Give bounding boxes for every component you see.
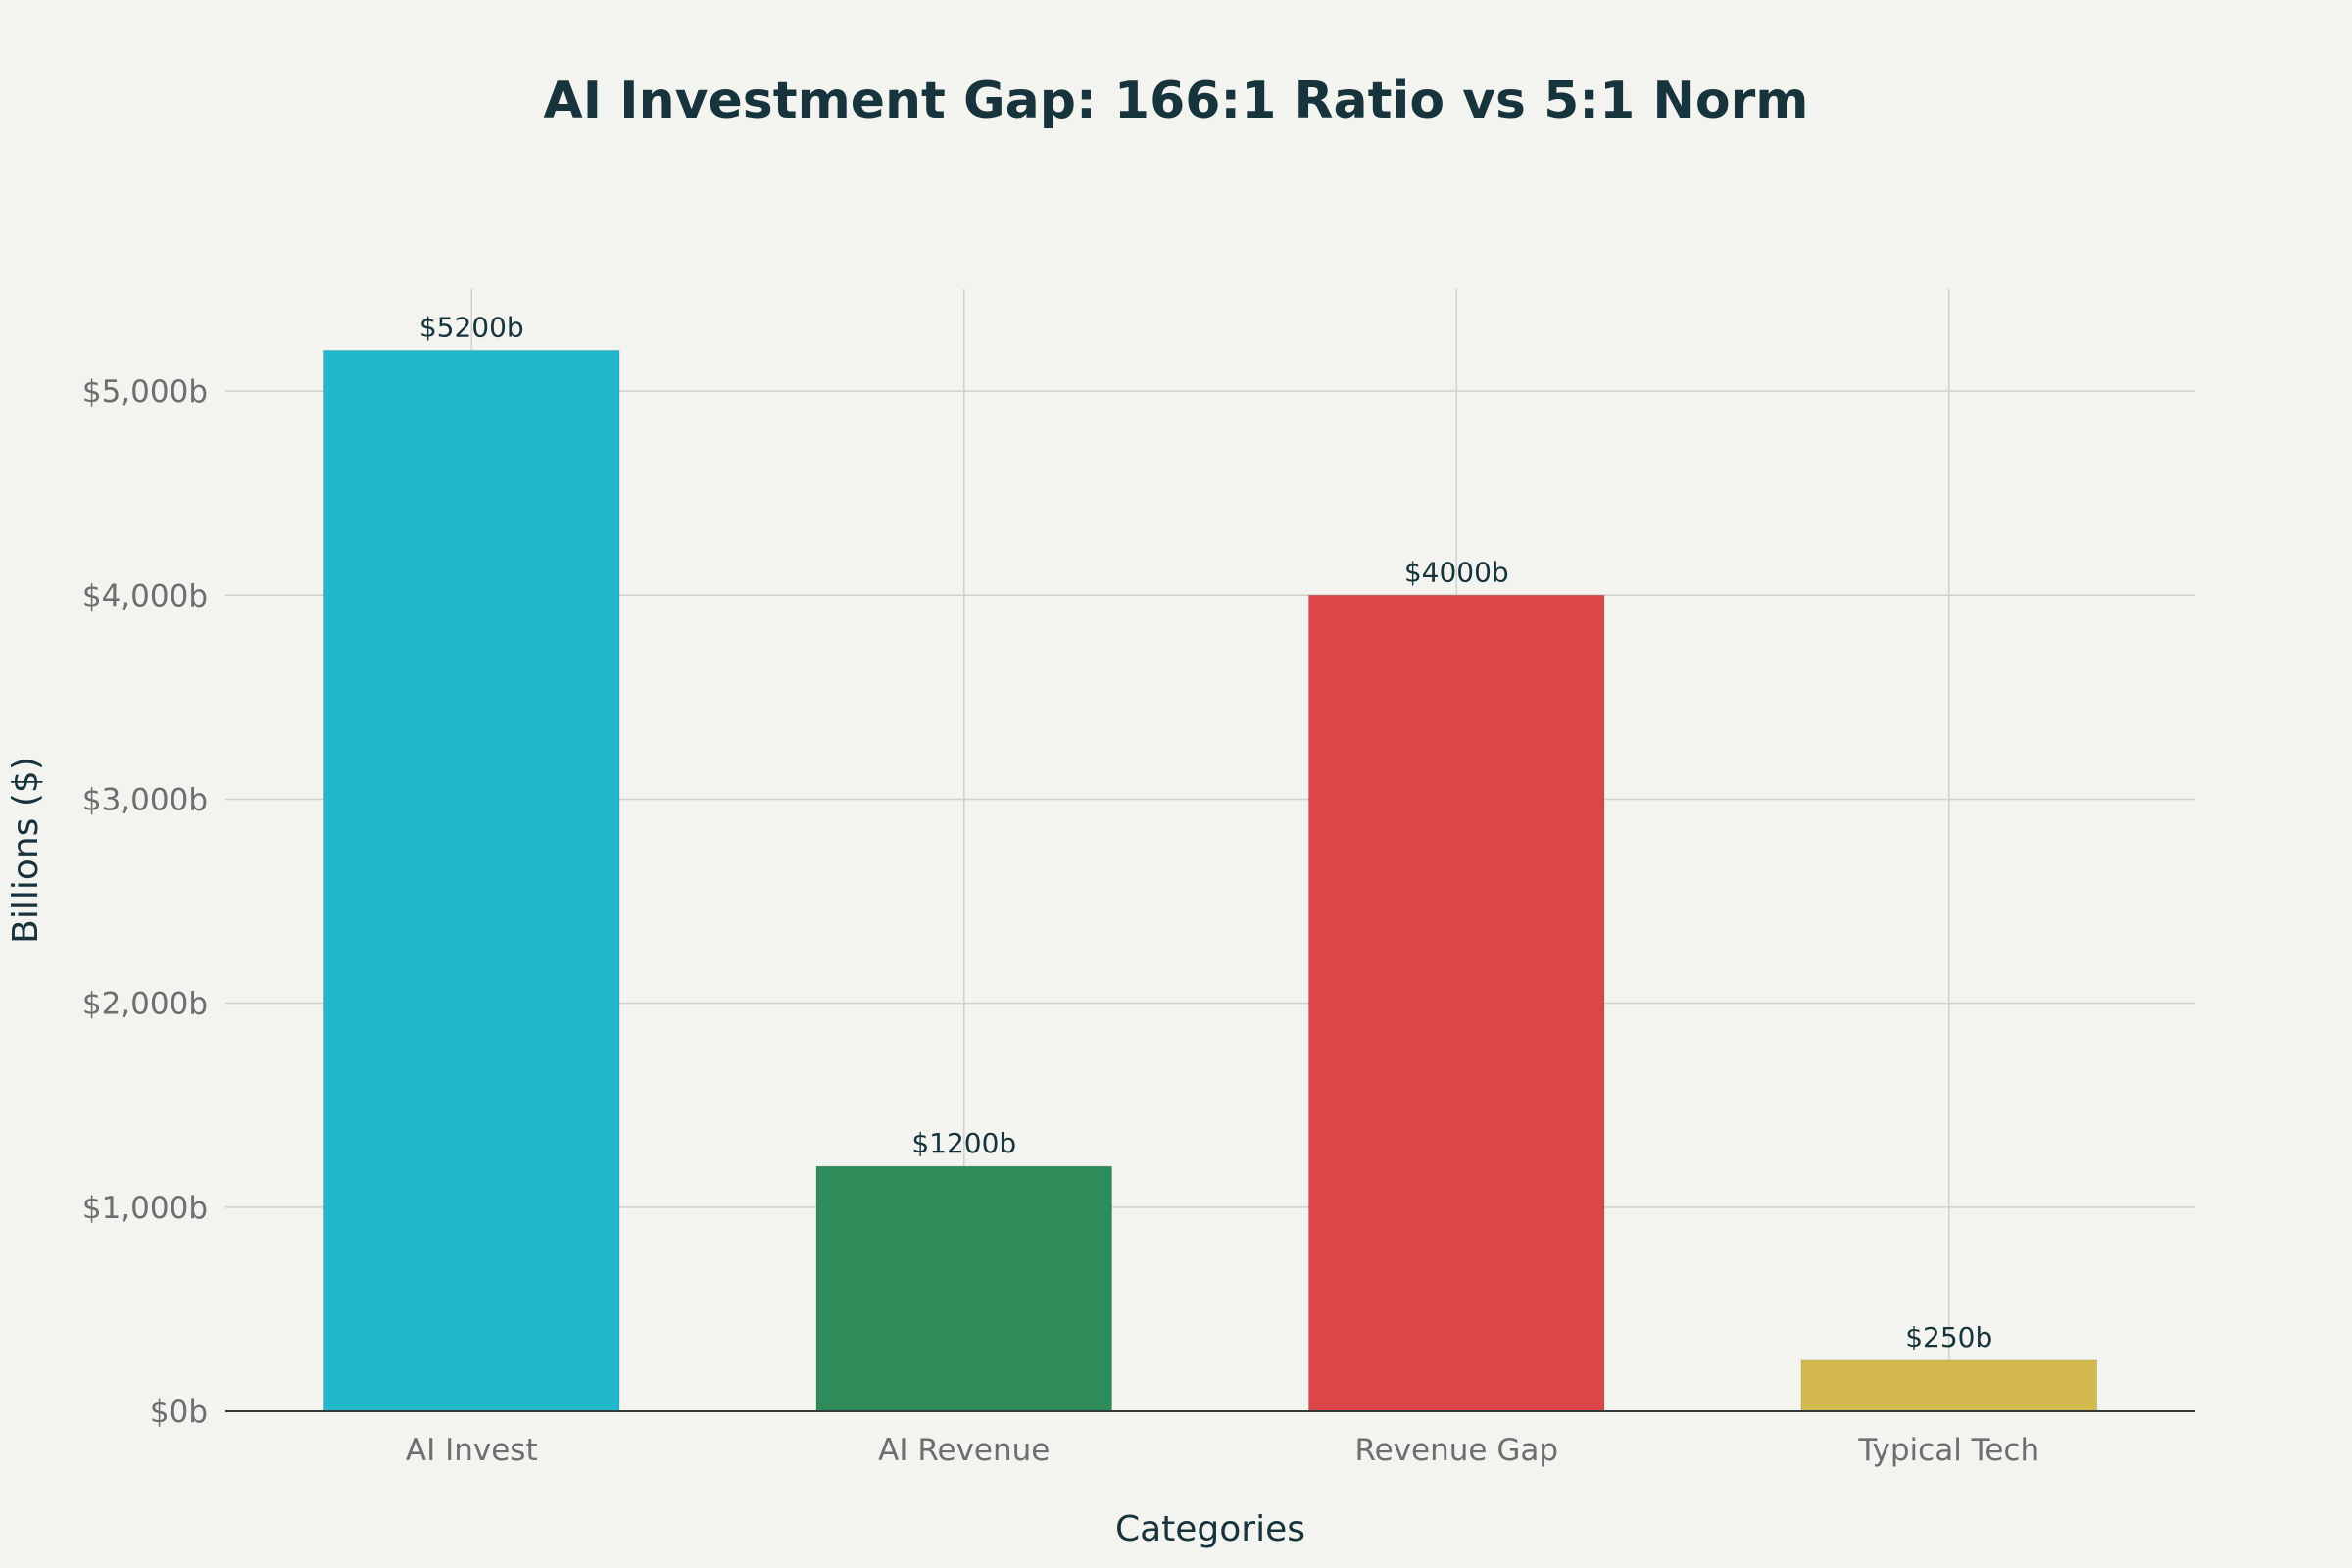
y-axis-title: Billions ($) — [6, 757, 46, 944]
y-tick-label: $5,000b — [82, 374, 208, 410]
chart-title: AI Investment Gap: 166:1 Ratio vs 5:1 No… — [544, 72, 1809, 130]
bar-revenue-gap — [1308, 594, 1605, 1412]
x-tick-label: Typical Tech — [1857, 1433, 2039, 1468]
data-labels-layer: $5200b $1200b $4000b $250b — [419, 311, 1992, 1353]
y-tick-label: $4,000b — [82, 578, 208, 613]
x-axis-title: Categories — [1115, 1509, 1305, 1549]
x-axis-ticks: AI Invest AI Revenue Revenue Gap Typical Te… — [406, 1433, 2039, 1468]
data-label: $250b — [1905, 1321, 1992, 1353]
y-axis-ticks: $0b $1,000b $2,000b $3,000b $4,000b $5,000b — [82, 374, 208, 1430]
data-label: $5200b — [419, 311, 524, 343]
y-tick-label: $0b — [150, 1395, 208, 1430]
y-tick-label: $3,000b — [82, 782, 208, 817]
x-tick-label: AI Invest — [406, 1433, 538, 1468]
bars-layer — [323, 349, 2097, 1412]
y-tick-label: $1,000b — [82, 1191, 208, 1226]
x-tick-label: Revenue Gap — [1354, 1433, 1558, 1468]
x-tick-label: AI Revenue — [878, 1433, 1050, 1468]
data-label: $4000b — [1404, 556, 1509, 588]
data-label: $1200b — [911, 1127, 1016, 1159]
bar-ai-revenue — [815, 1165, 1112, 1412]
bar-typical-tech — [1800, 1359, 2097, 1412]
y-tick-label: $2,000b — [82, 987, 208, 1022]
bar-ai-invest — [323, 349, 620, 1412]
